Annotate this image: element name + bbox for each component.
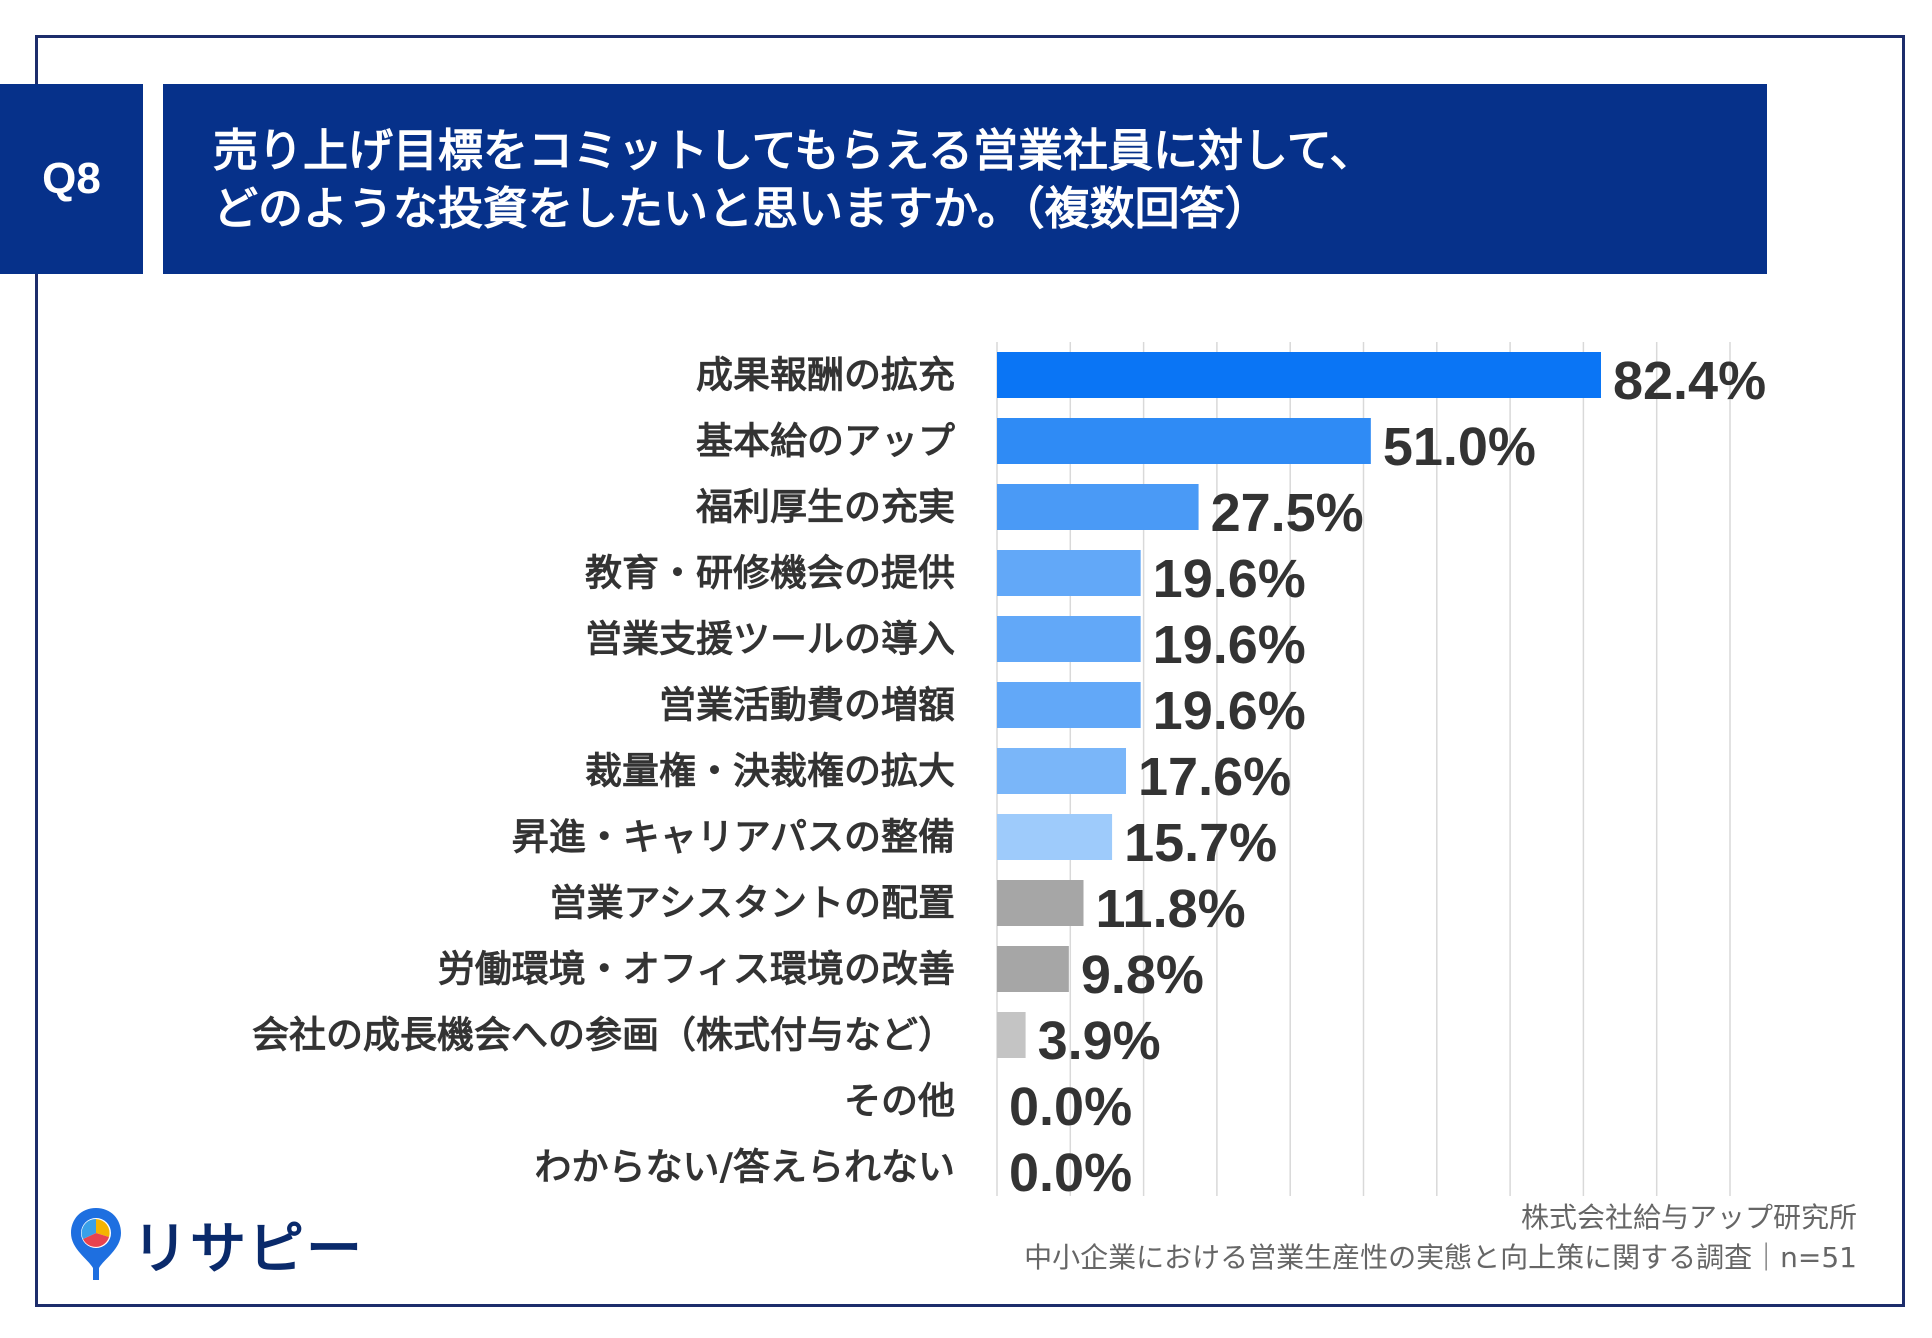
- bar: [997, 1012, 1026, 1058]
- value-label: 17.6%: [1138, 747, 1291, 807]
- value-label: 19.6%: [1153, 615, 1306, 675]
- category-label: 労働環境・オフィス環境の改善: [438, 948, 955, 991]
- bar: [997, 682, 1141, 728]
- question-title: 売り上げ目標をコミットしてもらえる営業社員に対して、 どのような投資をしたいと思…: [163, 84, 1767, 274]
- question-title-line2: どのような投資をしたいと思いますか。（複数回答）: [213, 182, 1270, 235]
- value-label: 0.0%: [1009, 1077, 1132, 1137]
- value-label: 15.7%: [1124, 813, 1277, 873]
- category-label: 昇進・キャリアパスの整備: [512, 816, 955, 859]
- brand-logo: リサピー: [68, 1206, 364, 1282]
- value-label: 27.5%: [1211, 483, 1364, 543]
- category-label: 会社の成長機会への参画（株式付与など）: [252, 1014, 955, 1057]
- value-label: 82.4%: [1613, 351, 1766, 411]
- bar: [997, 352, 1601, 398]
- logo-text: リサピー: [132, 1216, 364, 1282]
- value-label: 11.8%: [1095, 879, 1245, 939]
- category-label: 福利厚生の充実: [695, 486, 955, 529]
- chart-frame: [35, 35, 1905, 1307]
- source-line1: 株式会社給与アップ研究所: [1520, 1201, 1857, 1234]
- category-label: その他: [844, 1080, 955, 1123]
- category-label: 営業活動費の増額: [659, 684, 955, 727]
- logo-pin-icon: [71, 1208, 121, 1280]
- bar: [997, 880, 1084, 926]
- category-label: 営業アシスタントの配置: [549, 882, 955, 925]
- bar: [997, 946, 1069, 992]
- question-title-line1: 売り上げ目標をコミットしてもらえる営業社員に対して、: [213, 124, 1375, 177]
- value-label: 51.0%: [1383, 417, 1536, 477]
- value-label: 19.6%: [1153, 681, 1306, 741]
- bar: [997, 484, 1199, 530]
- category-label: わからない/答えられない: [534, 1146, 955, 1189]
- value-label: 19.6%: [1153, 549, 1306, 609]
- value-label: 9.8%: [1081, 945, 1204, 1005]
- category-label: 成果報酬の拡充: [696, 354, 955, 397]
- value-label: 0.0%: [1009, 1143, 1132, 1203]
- value-label: 3.9%: [1038, 1011, 1161, 1071]
- category-label: 基本給のアップ: [696, 420, 955, 463]
- source-note: 株式会社給与アップ研究所 中小企業における営業生産性の実態と向上策に関する調査｜…: [1024, 1198, 1857, 1278]
- source-line2: 中小企業における営業生産性の実態と向上策に関する調査｜n=51: [1024, 1241, 1857, 1274]
- bar: [997, 418, 1371, 464]
- bar: [997, 550, 1141, 596]
- question-badge: Q8: [0, 84, 143, 274]
- category-label: 営業支援ツールの導入: [585, 618, 955, 661]
- bar: [997, 814, 1113, 860]
- bar: [997, 748, 1127, 794]
- category-label: 裁量権・決裁権の拡大: [585, 750, 955, 793]
- category-label: 教育・研修機会の提供: [585, 552, 955, 595]
- bar: [997, 616, 1141, 662]
